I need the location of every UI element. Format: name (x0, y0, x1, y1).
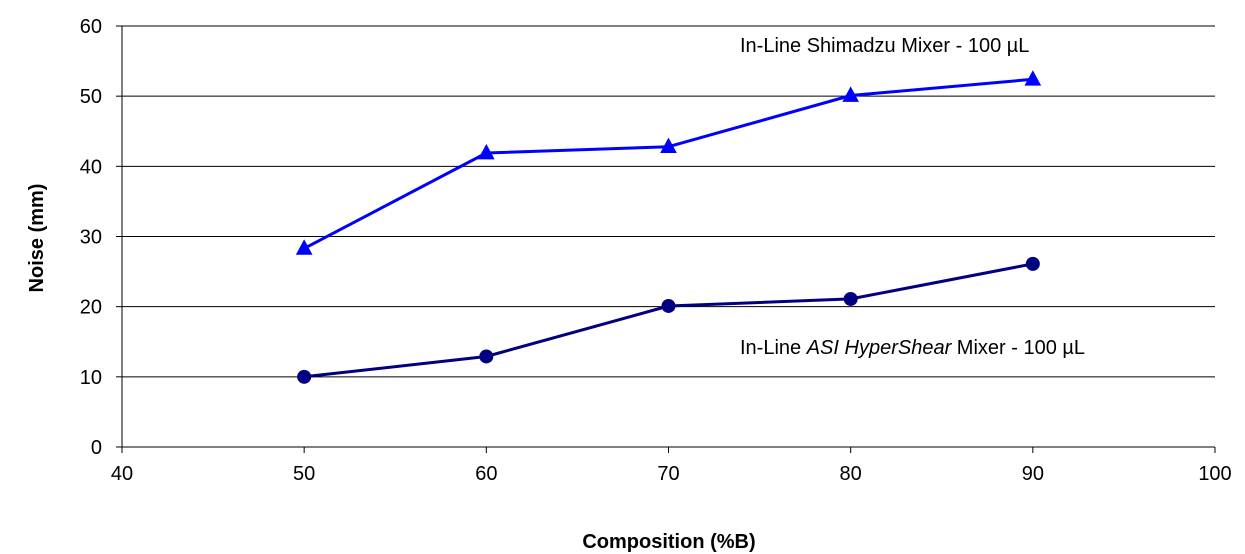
series-layer (295, 70, 1042, 384)
data-point-1-4 (1025, 256, 1040, 271)
data-point-1-3 (843, 291, 858, 306)
y-tick-label-10: 10 (80, 367, 102, 389)
grid-lines (122, 25, 1215, 378)
data-point-1-1 (479, 349, 494, 364)
y-axis-title: Noise (mm) (26, 184, 48, 293)
series-0 (295, 70, 1042, 255)
y-tick-label-60: 60 (80, 16, 102, 38)
x-tick-label-50: 50 (293, 463, 315, 485)
series-line-1 (304, 262, 1034, 379)
tick-labels: 0 10 20 30 40 50 60 40 50 60 70 80 90 100 (80, 16, 1232, 485)
series-label-hypershear: In-Line ASI HyperShear Mixer - 100 µL (740, 337, 1085, 359)
x-tick-label-70: 70 (657, 463, 679, 485)
data-point-0-1 (477, 143, 495, 160)
series-label-part-0-0: In-Line Shimadzu Mixer - 100 µL (740, 35, 1029, 57)
series-label-part-1-1: ASI HyperShear (806, 337, 953, 359)
y-tick-label-30: 30 (80, 227, 102, 249)
y-tick-label-20: 20 (80, 297, 102, 319)
y-tick-label-40: 40 (80, 156, 102, 178)
x-tick-label-60: 60 (475, 463, 497, 485)
data-point-0-0 (295, 239, 313, 255)
data-point-0-2 (660, 137, 677, 154)
series-1 (297, 256, 1040, 384)
series-label-shimadzu: In-Line Shimadzu Mixer - 100 µL (740, 35, 1029, 57)
y-tick-label-0: 0 (91, 437, 102, 459)
series-label-part-1-2: Mixer - 100 µL (951, 337, 1085, 359)
x-tick-label-80: 80 (840, 463, 862, 485)
data-point-1-0 (297, 369, 312, 384)
y-tick-label-50: 50 (80, 86, 102, 108)
axes (116, 25, 1216, 453)
data-point-0-3 (842, 86, 860, 102)
x-tick-label-40: 40 (111, 463, 133, 485)
data-point-0-4 (1024, 70, 1042, 86)
series-line-0 (303, 77, 1033, 250)
x-tick-label-90: 90 (1022, 463, 1044, 485)
x-tick-label-100: 100 (1198, 463, 1231, 485)
data-point-1-2 (661, 298, 676, 313)
series-label-part-1-0: In-Line (740, 337, 807, 359)
x-axis-title: Composition (%B) (582, 531, 755, 553)
